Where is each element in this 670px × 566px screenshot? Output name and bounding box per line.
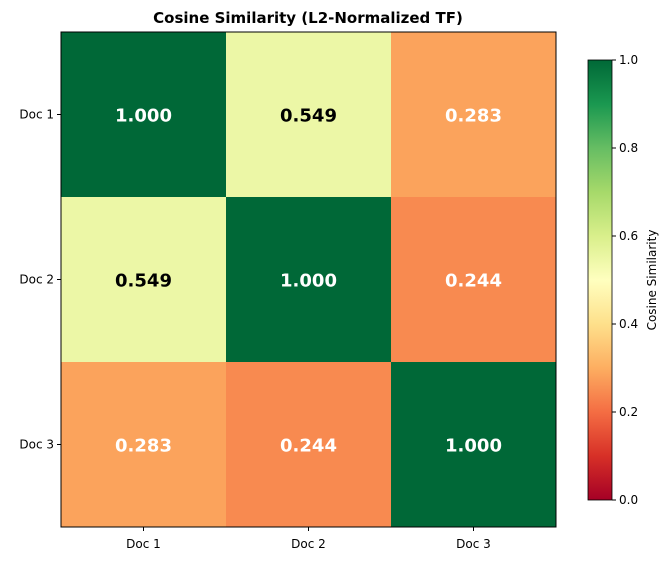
cell-value-label: 0.283	[445, 106, 502, 127]
y-tick-label: Doc 1	[19, 108, 54, 122]
colorbar-tick-label: 0.4	[619, 317, 638, 331]
chart-title: Cosine Similarity (L2-Normalized TF)	[153, 9, 463, 27]
heatmap-cell	[61, 362, 226, 527]
heatmap-cell	[391, 197, 556, 362]
y-tick-label: Doc 3	[19, 438, 54, 452]
cell-value-label: 0.283	[115, 436, 172, 457]
x-tick-label: Doc 3	[456, 537, 491, 551]
x-tick-label: Doc 1	[126, 537, 161, 551]
x-tick-label: Doc 2	[291, 537, 326, 551]
heatmap-cell	[391, 32, 556, 197]
heatmap-cell	[226, 197, 391, 362]
heatmap-cell	[61, 32, 226, 197]
colorbar-tick-label: 0.0	[619, 493, 638, 507]
colorbar-tick-label: 1.0	[619, 53, 638, 67]
heatmap-cell	[226, 32, 391, 197]
cell-value-label: 1.000	[280, 271, 337, 292]
cell-value-label: 0.549	[280, 106, 337, 127]
cell-value-label: 1.000	[115, 106, 172, 127]
colorbar	[587, 59, 613, 501]
y-tick-label: Doc 2	[19, 273, 54, 287]
cell-value-label: 0.244	[445, 271, 502, 292]
colorbar-tick-label: 0.8	[619, 141, 638, 155]
cell-value-label: 1.000	[445, 436, 502, 457]
colorbar-tick-label: 0.6	[619, 229, 638, 243]
cell-value-label: 0.549	[115, 271, 172, 292]
colorbar-label: Cosine Similarity	[645, 230, 659, 331]
heatmap-cell	[226, 362, 391, 527]
heatmap-cell	[61, 197, 226, 362]
cell-value-label: 0.244	[280, 436, 337, 457]
heatmap-cell	[391, 362, 556, 527]
colorbar-tick-label: 0.2	[619, 405, 638, 419]
